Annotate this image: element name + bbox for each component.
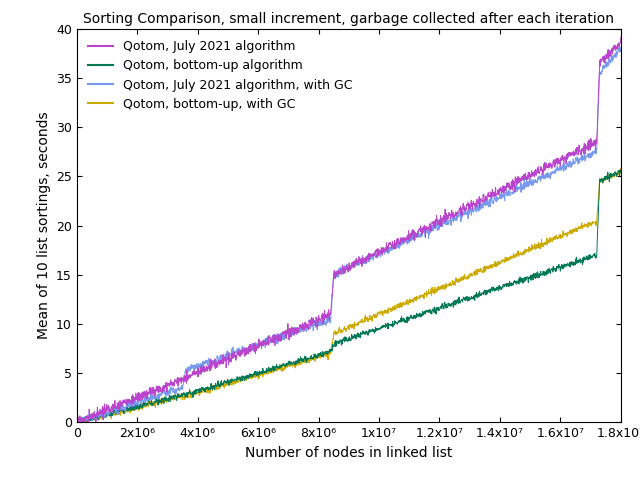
Title: Sorting Comparison, small increment, garbage collected after each iteration: Sorting Comparison, small increment, gar… [83,12,614,26]
Qotom, bottom-up, with GC [444,281,452,287]
Qotom, bottom-up, with GC [189,392,196,398]
Qotom, July 2021 algorithm, with GC [189,365,196,371]
Qotom, July 2021 algorithm [73,420,81,425]
Line: Qotom, bottom-up, with GC: Qotom, bottom-up, with GC [77,168,621,422]
Qotom, July 2021 algorithm [295,326,303,332]
Qotom, July 2021 algorithm [189,368,197,374]
Qotom, bottom-up algorithm [617,169,625,175]
Qotom, July 2021 algorithm [73,419,81,425]
Qotom, bottom-up algorithm [189,391,197,396]
Legend: Qotom, July 2021 algorithm, Qotom, bottom-up algorithm, Qotom, July 2021 algorit: Qotom, July 2021 algorithm, Qotom, botto… [83,35,358,116]
Qotom, July 2021 algorithm, with GC [444,218,452,224]
Qotom, July 2021 algorithm, with GC [295,328,303,334]
Qotom, bottom-up algorithm [276,363,284,369]
Qotom, July 2021 algorithm [104,402,112,408]
Line: Qotom, July 2021 algorithm: Qotom, July 2021 algorithm [77,37,621,422]
Y-axis label: Mean of 10 list sortings, seconds: Mean of 10 list sortings, seconds [36,112,51,339]
Line: Qotom, bottom-up algorithm: Qotom, bottom-up algorithm [77,170,621,422]
Qotom, bottom-up, with GC [295,360,303,366]
Qotom, July 2021 algorithm, with GC [276,331,284,336]
X-axis label: Number of nodes in linked list: Number of nodes in linked list [245,446,452,460]
Qotom, July 2021 algorithm, with GC [298,328,305,334]
Qotom, bottom-up algorithm [616,168,623,173]
Line: Qotom, July 2021 algorithm, with GC: Qotom, July 2021 algorithm, with GC [77,48,621,422]
Qotom, bottom-up, with GC [617,166,625,171]
Qotom, bottom-up, with GC [276,367,284,372]
Qotom, July 2021 algorithm [445,212,452,217]
Qotom, bottom-up algorithm [104,411,112,417]
Qotom, bottom-up algorithm [295,360,303,366]
Qotom, bottom-up, with GC [298,359,305,364]
Qotom, July 2021 algorithm, with GC [104,410,112,416]
Qotom, July 2021 algorithm, with GC [73,420,81,425]
Qotom, July 2021 algorithm [276,338,284,344]
Qotom, bottom-up algorithm [445,302,452,308]
Qotom, July 2021 algorithm [617,34,625,40]
Qotom, bottom-up, with GC [617,170,625,176]
Qotom, July 2021 algorithm, with GC [617,46,625,51]
Qotom, July 2021 algorithm [298,322,306,328]
Qotom, July 2021 algorithm, with GC [616,45,623,50]
Qotom, bottom-up, with GC [104,410,112,416]
Qotom, bottom-up algorithm [73,419,81,424]
Qotom, bottom-up algorithm [298,358,306,363]
Qotom, bottom-up algorithm [73,420,81,425]
Qotom, bottom-up, with GC [73,420,81,425]
